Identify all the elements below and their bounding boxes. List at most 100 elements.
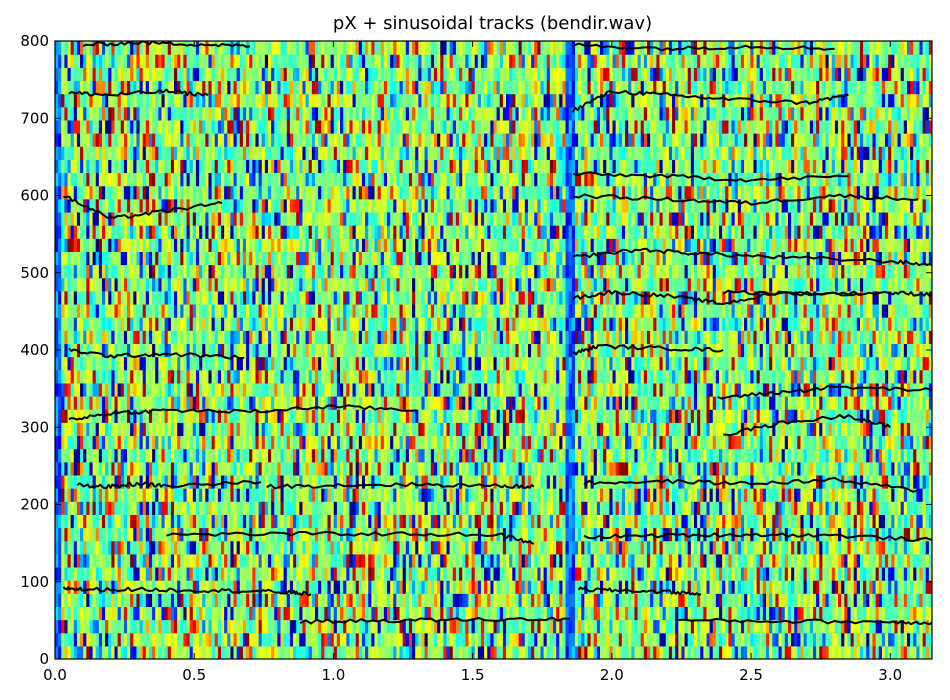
heatmap-cell [86, 501, 91, 515]
heatmap-cell [70, 54, 75, 68]
heatmap-cell [183, 396, 188, 410]
heatmap-cell [148, 238, 153, 252]
heatmap-cell [127, 396, 131, 410]
heatmap-cell [183, 225, 188, 239]
heatmap-cell [152, 553, 156, 568]
heatmap-cell [183, 501, 188, 515]
heatmap-cell [164, 290, 169, 305]
heatmap-cell [58, 356, 62, 371]
heatmap-cell [164, 330, 169, 345]
heatmap-cell [148, 41, 153, 55]
heatmap-cell [64, 474, 69, 489]
heatmap-cell [130, 211, 134, 226]
heatmap-cell [161, 396, 166, 410]
heatmap-cell [167, 303, 172, 318]
heatmap-cell [192, 317, 197, 331]
heatmap-cell [139, 133, 144, 147]
heatmap-cell [61, 251, 65, 266]
heatmap-cell [70, 369, 75, 384]
heatmap-cell [108, 277, 112, 292]
heatmap-cell [98, 251, 103, 266]
heatmap-cell [133, 238, 138, 252]
heatmap-cell [101, 251, 106, 266]
heatmap-cell [139, 251, 144, 266]
heatmap-cell [64, 172, 69, 187]
heatmap-cell [186, 330, 191, 345]
heatmap-cell [152, 67, 156, 82]
heatmap-cell [123, 461, 128, 476]
heatmap-cell [158, 159, 163, 174]
heatmap-cell [58, 566, 62, 581]
heatmap-cell [205, 303, 210, 318]
heatmap-cell [76, 580, 81, 594]
heatmap-cell [205, 422, 210, 437]
heatmap-cell [202, 80, 206, 95]
heatmap-cell [205, 238, 210, 252]
heatmap-cell [67, 343, 72, 358]
heatmap-cell [117, 146, 122, 160]
heatmap-cell [180, 593, 185, 608]
heatmap-cell [189, 422, 194, 437]
heatmap-cell [155, 146, 159, 160]
heatmap-cell [211, 185, 216, 200]
heatmap-cell [83, 356, 87, 371]
heatmap-cell [61, 632, 65, 647]
heatmap-cell [211, 566, 216, 581]
heatmap-cell [89, 303, 94, 318]
heatmap-cell [202, 566, 206, 581]
heatmap-cell [211, 67, 216, 82]
heatmap-cell [158, 198, 163, 213]
heatmap-cell [180, 198, 185, 213]
heatmap-cell [142, 343, 147, 358]
heatmap-cell [120, 225, 125, 239]
heatmap-cell [133, 106, 138, 121]
heatmap-cell [83, 461, 87, 476]
heatmap-cell [92, 330, 97, 345]
heatmap-cell [186, 396, 191, 410]
heatmap-cell [117, 632, 122, 647]
heatmap-cell [139, 198, 144, 213]
heatmap-cell [64, 593, 69, 608]
heatmap-cell [195, 606, 200, 621]
heatmap-cell [58, 527, 62, 542]
heatmap-cell [145, 93, 150, 108]
heatmap-cell [108, 133, 112, 147]
heatmap-cell [89, 527, 94, 542]
heatmap-cell [86, 382, 91, 397]
heatmap-cell [80, 369, 84, 384]
heatmap-cell [108, 106, 112, 121]
heatmap-cell [61, 264, 65, 279]
heatmap-cell [101, 211, 106, 226]
heatmap-cell [58, 474, 62, 489]
heatmap-cell [167, 80, 172, 95]
heatmap-cell [108, 67, 112, 82]
heatmap-cell [114, 67, 119, 82]
heatmap-cell [148, 409, 153, 423]
heatmap-cell [186, 225, 191, 239]
heatmap-cell [83, 264, 87, 279]
heatmap-cell [170, 474, 175, 489]
heatmap-cell [105, 303, 109, 318]
heatmap-cell [177, 133, 181, 147]
heatmap-cell [202, 606, 206, 621]
heatmap-cell [86, 290, 91, 305]
heatmap-cell [170, 119, 175, 134]
heatmap-cell [164, 540, 169, 555]
heatmap-cell [92, 225, 97, 239]
heatmap-cell [123, 303, 128, 318]
heatmap-cell [170, 185, 175, 200]
heatmap-cell [152, 566, 156, 581]
heatmap-cell [205, 488, 210, 502]
heatmap-cell [133, 369, 138, 384]
heatmap-cell [92, 303, 97, 318]
heatmap-cell [145, 488, 150, 502]
heatmap-cell [152, 277, 156, 292]
heatmap-cell [177, 382, 181, 397]
heatmap-cell [205, 277, 210, 292]
heatmap-cell [145, 133, 150, 147]
heatmap-cell [105, 264, 109, 279]
heatmap-cell [145, 396, 150, 410]
heatmap-cell [76, 264, 81, 279]
heatmap-cell [70, 356, 75, 371]
heatmap-cell [117, 527, 122, 542]
